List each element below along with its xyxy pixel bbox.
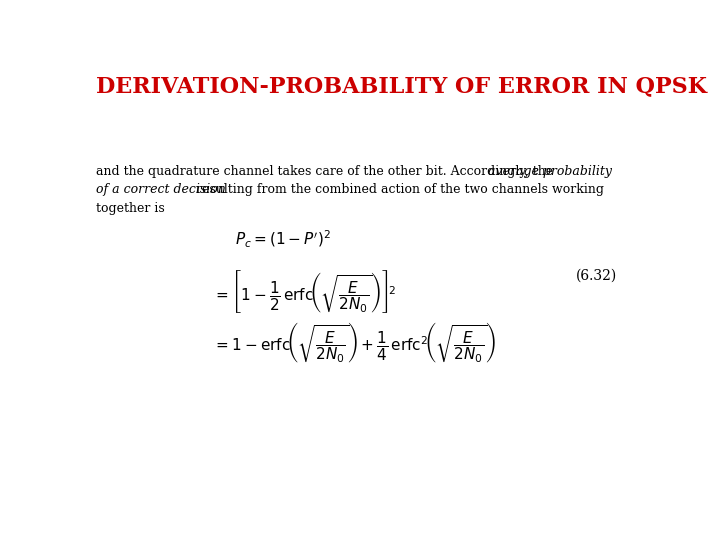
Text: resulting from the combined action of the two channels working: resulting from the combined action of th… bbox=[192, 183, 604, 197]
Text: and the quadrature channel takes care of the other bit. Accordingly, the: and the quadrature channel takes care of… bbox=[96, 165, 557, 178]
Text: DERIVATION-PROBABILITY OF ERROR IN QPSK: DERIVATION-PROBABILITY OF ERROR IN QPSK bbox=[96, 75, 706, 97]
Text: together is: together is bbox=[96, 202, 164, 215]
Text: average probability: average probability bbox=[488, 165, 613, 178]
Text: $= \left[1 - \dfrac{1}{2}\,\mathrm{erfc}\!\left(\sqrt{\dfrac{E}{2N_0}}\right)\ri: $= \left[1 - \dfrac{1}{2}\,\mathrm{erfc}… bbox=[213, 268, 396, 315]
Text: $P_c = (1 - P')^2$: $P_c = (1 - P')^2$ bbox=[235, 229, 331, 250]
Text: (6.32): (6.32) bbox=[576, 268, 617, 282]
Text: of a correct decision: of a correct decision bbox=[96, 183, 225, 197]
Text: $= 1 - \mathrm{erfc}\!\left(\sqrt{\dfrac{E}{2N_0}}\right)+ \dfrac{1}{4}\,\mathrm: $= 1 - \mathrm{erfc}\!\left(\sqrt{\dfrac… bbox=[213, 321, 496, 364]
